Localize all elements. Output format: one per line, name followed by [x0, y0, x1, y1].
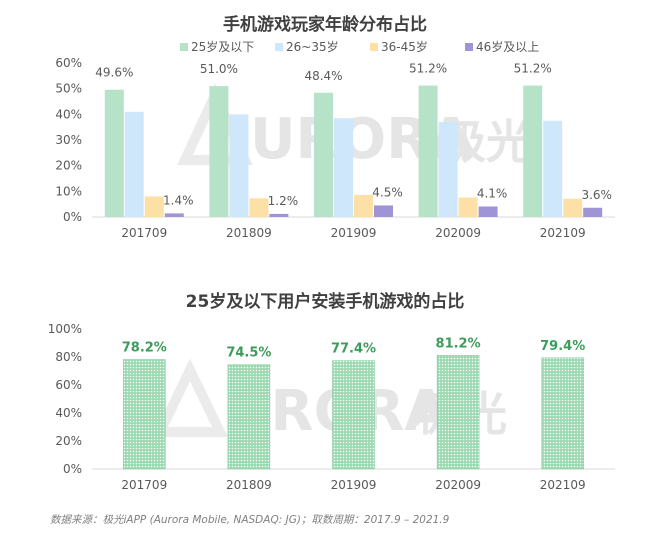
- chart2-bar: [227, 364, 271, 470]
- chart1-legend-swatch: [465, 43, 473, 51]
- chart1-data-label: 1.2%: [268, 194, 299, 208]
- chart2-xtick-label: 201709: [121, 478, 167, 492]
- chart1-data-label: 1.4%: [163, 193, 194, 207]
- chart2-data-label: 77.4%: [331, 342, 376, 357]
- chart1-bar: [543, 120, 563, 217]
- chart1-bar: [418, 85, 438, 217]
- chart1-bar: [438, 122, 458, 217]
- chart1-legend-label: 36-45岁: [381, 39, 428, 54]
- chart1-plot: 0% 10% 20% 30% 40% 50% 60% 49.6% 1.4% 201709 51.0%…: [55, 56, 615, 240]
- chart1-legend-label: 46岁及以上: [476, 39, 539, 54]
- chart1-title: 手机游戏玩家年龄分布占比: [223, 14, 427, 35]
- chart1-bar: [563, 198, 583, 217]
- chart1-bar: [478, 206, 498, 217]
- chart2-xtick-label: 202009: [435, 478, 481, 492]
- chart1-legend-swatch: [180, 43, 188, 51]
- chart1-xtick-label: 201809: [226, 226, 272, 240]
- chart1-legend-swatch: [370, 43, 378, 51]
- chart1-bar: [334, 118, 353, 217]
- chart1-data-label: 4.5%: [372, 185, 403, 199]
- chart1-ytick-label: 50%: [55, 82, 82, 96]
- chart1-bar: [458, 197, 478, 217]
- chart1-xtick-label: 201709: [121, 226, 167, 240]
- chart1-legend: 25岁及以下 26~35岁 36-45岁 46岁及以上: [180, 39, 539, 54]
- chart1-ytick-label: 10%: [55, 184, 82, 198]
- chart2-bar: [332, 360, 375, 470]
- chart1-data-label: 4.1%: [477, 186, 508, 200]
- chart1-data-label: 3.6%: [581, 188, 612, 202]
- chart2-ytick-label: 60%: [55, 378, 82, 392]
- chart2-bar: [541, 357, 584, 470]
- chart1-legend-label: 25岁及以下: [191, 39, 254, 54]
- chart1-bar: [314, 92, 333, 217]
- chart1-data-label: 51.2%: [514, 62, 552, 76]
- chart1-bar: [104, 89, 124, 217]
- chart1-xtick-label: 202109: [540, 226, 586, 240]
- chart2-bar: [436, 355, 480, 470]
- chart2-plot: 0% 20% 40% 60% 80% 100% 78.2% 201709 74.5% 201809…: [48, 322, 615, 492]
- chart1-xtick-label: 201909: [331, 226, 377, 240]
- chart1-bar: [249, 198, 269, 217]
- chart1-bar: [523, 85, 543, 217]
- chart1-data-label: 51.0%: [200, 62, 238, 76]
- chart1-bar: [583, 207, 603, 217]
- chart1-bar: [269, 213, 289, 217]
- chart2-xtick-label: 201809: [226, 478, 272, 492]
- chart2-ytick-label: 40%: [55, 406, 82, 420]
- chart1-ytick-label: 30%: [55, 133, 82, 147]
- chart2-data-label: 74.5%: [226, 346, 271, 361]
- chart1-ytick-label: 60%: [55, 56, 82, 70]
- chart2-data-label: 78.2%: [122, 341, 167, 356]
- chart2-xtick-label: 202109: [540, 478, 586, 492]
- chart1-legend-label: 26~35岁: [286, 39, 339, 54]
- chart1-data-label: 49.6%: [95, 66, 133, 80]
- chart1-ytick-label: 0%: [63, 210, 82, 224]
- chart1-bar: [124, 111, 144, 217]
- chart2-ytick-label: 100%: [48, 322, 82, 336]
- chart1-bar: [144, 196, 164, 217]
- chart2-xtick-label: 201909: [331, 478, 377, 492]
- chart2-title: 25岁及以下用户安装手机游戏的占比: [186, 291, 465, 312]
- chart1-bar: [354, 194, 373, 217]
- chart2-ytick-label: 20%: [55, 434, 82, 448]
- source-note: 数据来源：极光iAPP (Aurora Mobile, NASDAQ: JG)；…: [50, 514, 450, 526]
- chart1-ytick-label: 20%: [55, 159, 82, 173]
- chart1-legend-swatch: [275, 43, 283, 51]
- chart2-ytick-label: 80%: [55, 350, 82, 364]
- chart2-data-label: 81.2%: [436, 336, 481, 351]
- chart1-data-label: 51.2%: [409, 62, 447, 76]
- chart2-ytick-label: 0%: [63, 462, 82, 476]
- chart1-bar: [374, 205, 393, 217]
- chart1-bar: [209, 86, 229, 217]
- chart1-xtick-label: 202009: [435, 226, 481, 240]
- watermark-logo-icon: [152, 358, 228, 437]
- chart2-bar: [123, 359, 166, 470]
- chart1-data-label: 48.4%: [304, 69, 342, 83]
- chart2-data-label: 79.4%: [540, 339, 585, 354]
- chart1-bar: [164, 213, 184, 217]
- chart1-bar: [229, 114, 249, 217]
- chart1-ytick-label: 40%: [55, 107, 82, 121]
